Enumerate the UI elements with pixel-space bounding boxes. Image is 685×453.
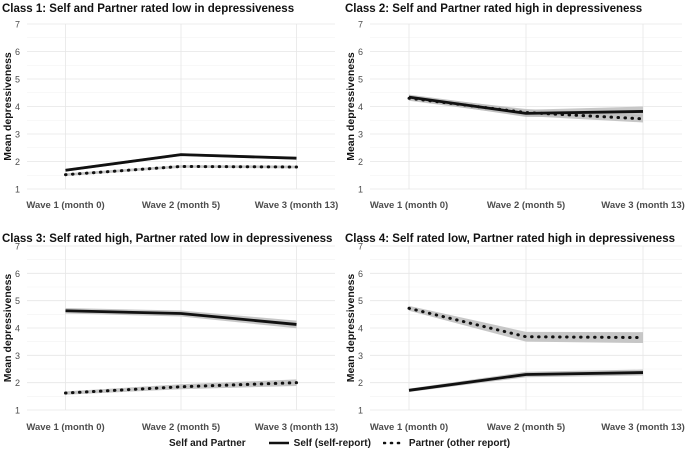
y-tick-label: 7 [15,242,20,252]
x-tick-label: Wave 1 (month 0) [370,422,448,433]
x-tick-label: Wave 2 (month 5) [487,422,565,433]
ribbon-partner [65,379,297,395]
y-tick-label: 6 [358,47,363,57]
x-tick-label: Wave 1 (month 0) [26,200,104,211]
y-tick-label: 2 [358,378,363,388]
y-tick-label: 1 [15,185,20,195]
ribbon-partner [65,165,297,177]
y-tick-label: 5 [15,75,20,85]
y-tick-label: 4 [358,324,363,334]
legend-label-partner: Partner (other report) [408,437,511,449]
legend-item-self: Self (self-report) [268,438,371,449]
panel-title: Class 3: Self rated high, Partner rated … [2,233,332,245]
panel-title: Class 1: Self and Partner rated low in d… [2,3,294,15]
y-tick-label: 6 [358,269,363,279]
series-line-self [65,309,297,326]
y-tick-label: 6 [15,269,20,279]
y-tick-label: 3 [358,130,363,140]
y-tick-label: 3 [358,351,363,361]
panel-3: Class 3: Self rated high, Partner rated … [2,233,338,433]
y-tick-label: 6 [15,47,20,57]
legend-label-self: Self (self-report) [293,437,371,449]
series-line-self [65,153,297,172]
y-tick-label: 4 [358,102,363,112]
y-tick-label: 1 [15,406,20,416]
x-tick-label: Wave 1 (month 0) [370,200,448,211]
y-tick-label: 3 [15,351,20,361]
ribbon-self [409,369,643,392]
y-tick-label: 5 [358,75,363,85]
y-tick-label: 3 [15,130,20,140]
x-tick-label: Wave 3 (month 13) [255,200,339,211]
series-line-partner [407,306,645,340]
y-tick-label: 4 [15,102,20,112]
x-tick-label: Wave 3 (month 13) [601,422,685,433]
y-axis-label: Mean depressiveness [345,52,357,161]
panel-title: Class 4: Self rated low, Partner rated h… [345,233,675,245]
x-tick-label: Wave 3 (month 13) [601,200,685,211]
y-tick-label: 7 [15,20,20,30]
y-tick-label: 7 [358,242,363,252]
legend-key-partner [382,441,405,445]
series-line-self [408,371,644,392]
legend: Self and Partner Self (self-report) Part… [0,433,685,453]
y-tick-label: 4 [15,324,20,334]
y-tick-label: 1 [358,185,363,195]
panel-4: Class 4: Self rated low, Partner rated h… [345,233,685,433]
y-axis-label: Mean depressiveness [345,274,357,383]
y-tick-label: 1 [358,406,363,416]
y-tick-label: 5 [15,296,20,306]
x-tick-label: Wave 2 (month 5) [142,422,220,433]
legend-key-self [268,441,289,445]
y-axis-label: Mean depressiveness [2,52,14,161]
x-tick-label: Wave 3 (month 13) [255,422,339,433]
x-tick-label: Wave 2 (month 5) [487,200,565,211]
y-tick-label: 5 [358,296,363,306]
panel-title: Class 2: Self and Partner rated high in … [345,3,642,15]
y-axis-label: Mean depressiveness [2,274,14,383]
legend-item-partner: Partner (other report) [382,437,511,449]
y-tick-label: 7 [358,20,363,30]
legend-title: Self and Partner [168,437,246,449]
y-tick-label: 2 [358,157,363,167]
panel-2: Class 2: Self and Partner rated high in … [345,3,685,211]
y-tick-label: 2 [15,378,20,388]
panel-1: Class 1: Self and Partner rated low in d… [2,3,338,211]
series-line-partner [407,96,645,121]
x-tick-label: Wave 1 (month 0) [26,422,104,433]
x-tick-label: Wave 2 (month 5) [142,200,220,211]
y-tick-label: 2 [15,157,20,167]
ribbon-partner [409,305,643,344]
